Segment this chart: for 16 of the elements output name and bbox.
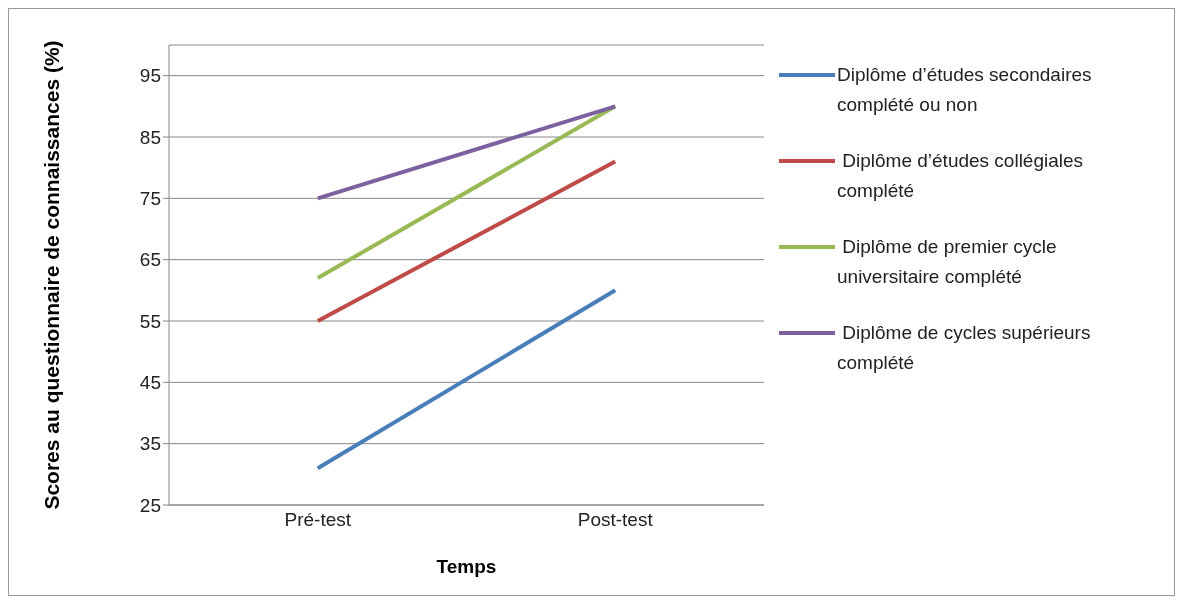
legend-label: Diplôme d’études collégiales complété xyxy=(837,149,1085,203)
y-tick-label: 95 xyxy=(139,65,161,87)
y-tick-label: 85 xyxy=(139,126,161,148)
x-axis-title: Temps xyxy=(436,556,497,577)
legend-label: Diplôme d’études secondaires complété ou non xyxy=(837,63,1093,117)
x-tick-label: Pré-test xyxy=(284,509,352,531)
y-tick-label: 35 xyxy=(139,433,161,455)
y-tick-label: 25 xyxy=(139,494,161,516)
y-tick-label: 65 xyxy=(139,249,161,271)
y-axis-title: Scores au questionnaire de connaissances (%) xyxy=(40,40,63,510)
legend-label: Diplôme de premier cycle universitaire complété xyxy=(837,235,1058,289)
x-tick-label: Post-test xyxy=(577,509,654,531)
y-tick-label: 75 xyxy=(139,188,161,210)
y-tick-label: 55 xyxy=(139,310,161,332)
y-tick-label: 45 xyxy=(139,372,161,394)
legend-label: Diplôme de cycles supérieurs complété xyxy=(837,321,1092,375)
